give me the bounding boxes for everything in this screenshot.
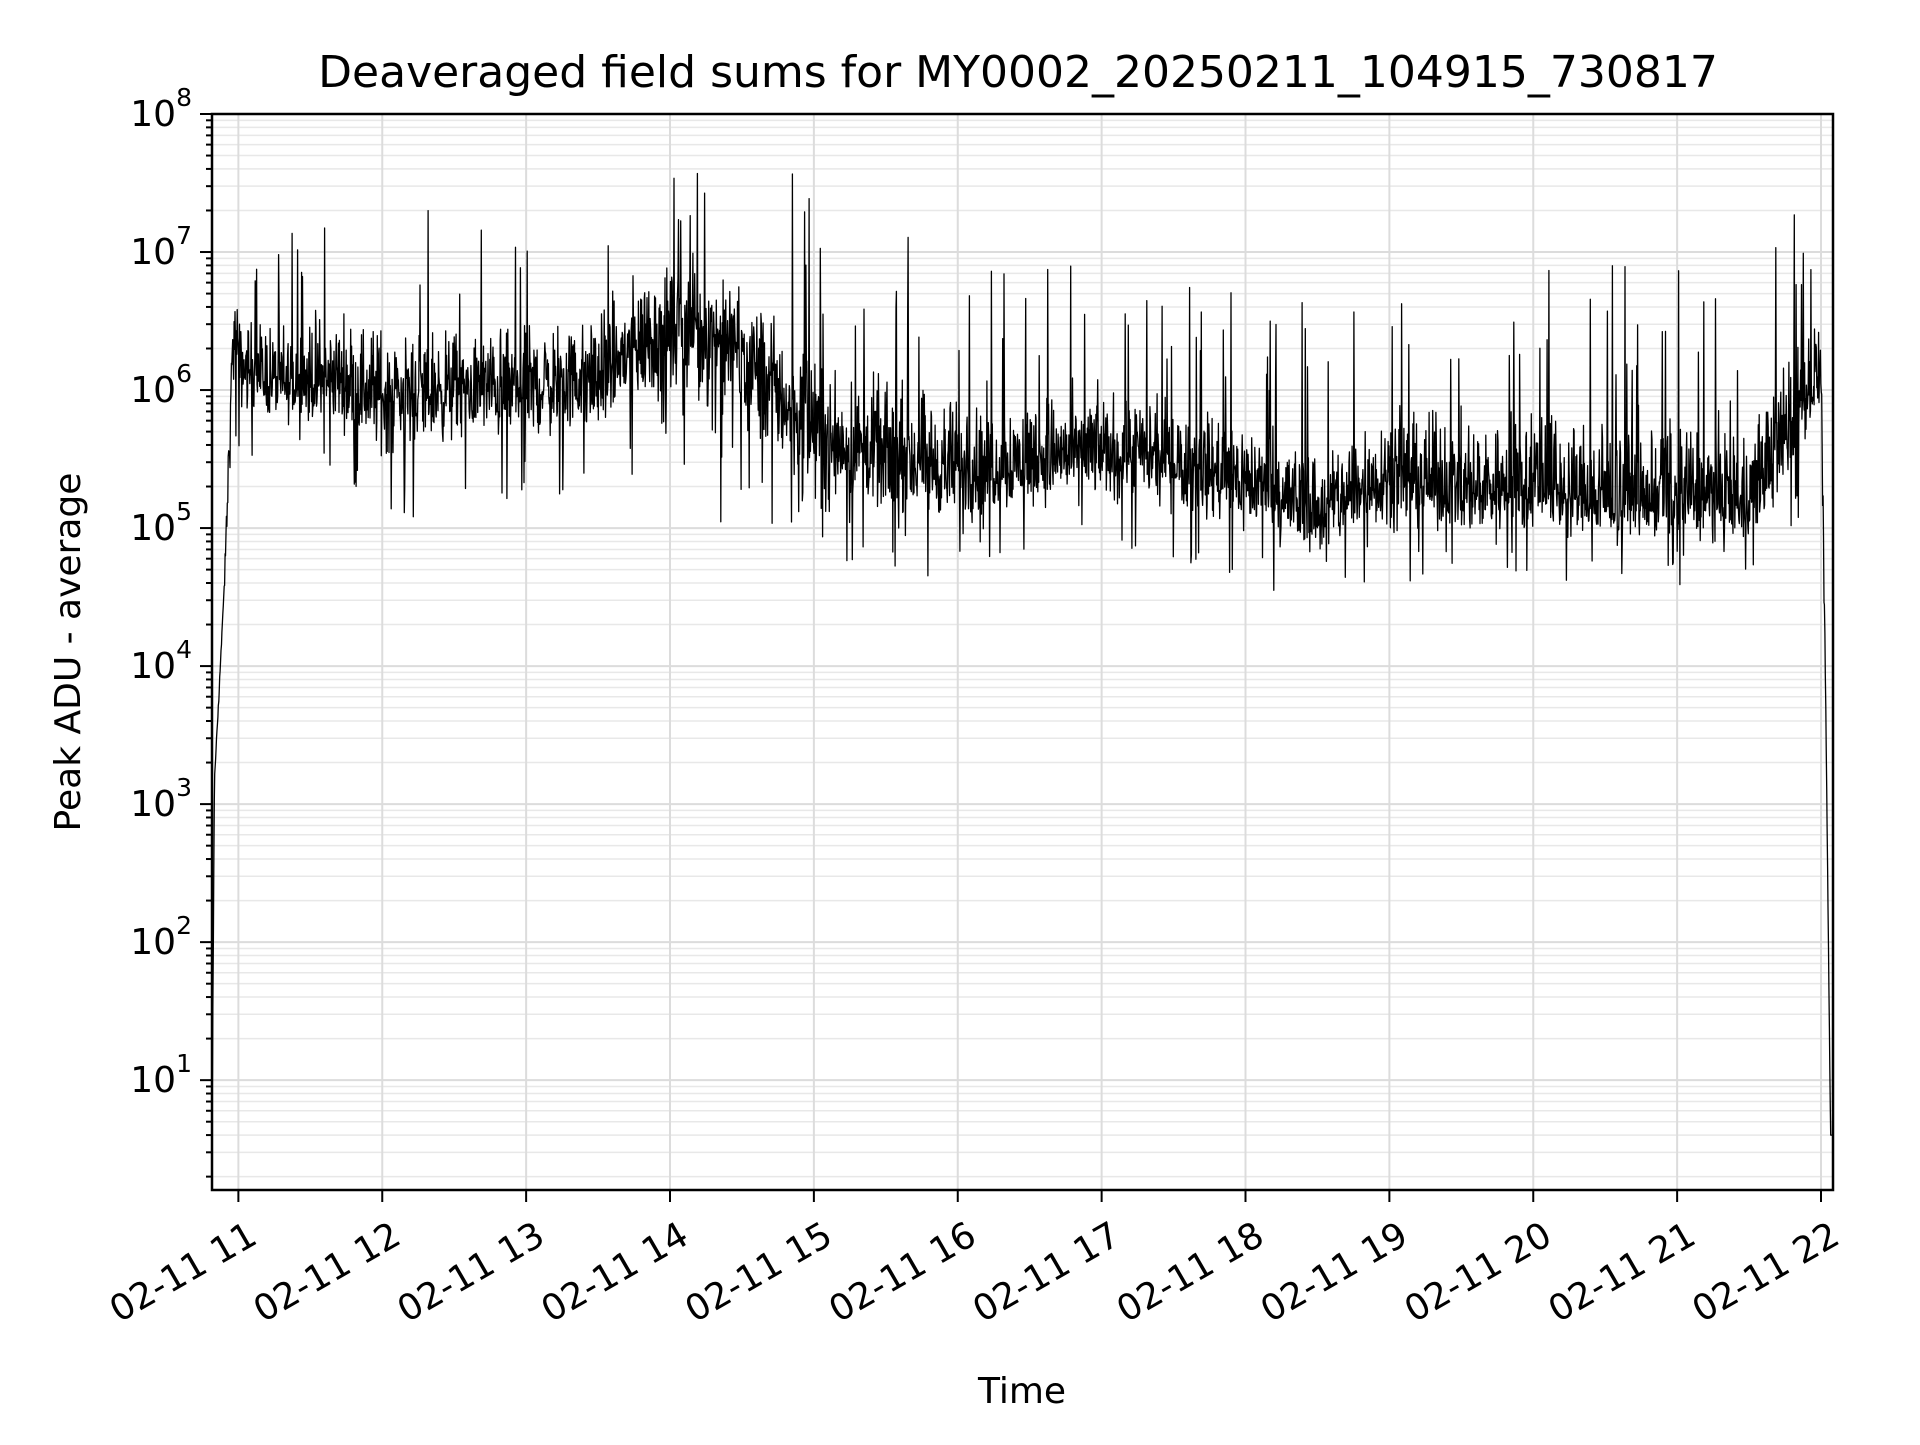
y-tick-label: 108 <box>130 83 192 135</box>
y-tick-label-exponent: 8 <box>176 83 192 112</box>
y-tick-label-base: 10 <box>130 922 176 963</box>
chart-title: Deaveraged field sums for MY0002_2025021… <box>318 47 1718 98</box>
y-tick-label: 107 <box>130 221 192 273</box>
x-axis-label: Time <box>977 1371 1066 1412</box>
series-group <box>211 172 1834 1136</box>
y-tick-label-base: 10 <box>130 508 176 549</box>
y-axis-label: Peak ADU - average <box>48 473 89 832</box>
y-tick-label-exponent: 4 <box>176 635 192 664</box>
y-tick-label-exponent: 5 <box>176 497 192 526</box>
y-tick-label-base: 10 <box>130 232 176 273</box>
y-tick-label-base: 10 <box>130 784 176 825</box>
y-tick-label: 101 <box>130 1049 192 1101</box>
y-tick-label-exponent: 3 <box>176 773 192 802</box>
y-tick-label-exponent: 2 <box>176 911 192 940</box>
y-tick-label: 104 <box>130 635 192 687</box>
y-tick-label-exponent: 1 <box>176 1049 192 1078</box>
y-tick-label-base: 10 <box>130 1060 176 1101</box>
y-tick-label: 103 <box>130 773 192 825</box>
y-tick-label-exponent: 7 <box>176 221 192 250</box>
y-tick-label: 102 <box>130 911 192 963</box>
y-tick-label: 105 <box>130 497 192 549</box>
plot-frame <box>210 112 1835 1192</box>
y-tick-label: 106 <box>130 359 192 411</box>
y-tick-label-base: 10 <box>130 94 176 135</box>
y-tick-label-base: 10 <box>130 646 176 687</box>
y-tick-label-exponent: 6 <box>176 359 192 388</box>
y-tick-label-base: 10 <box>130 370 176 411</box>
series-line <box>211 172 1834 1136</box>
